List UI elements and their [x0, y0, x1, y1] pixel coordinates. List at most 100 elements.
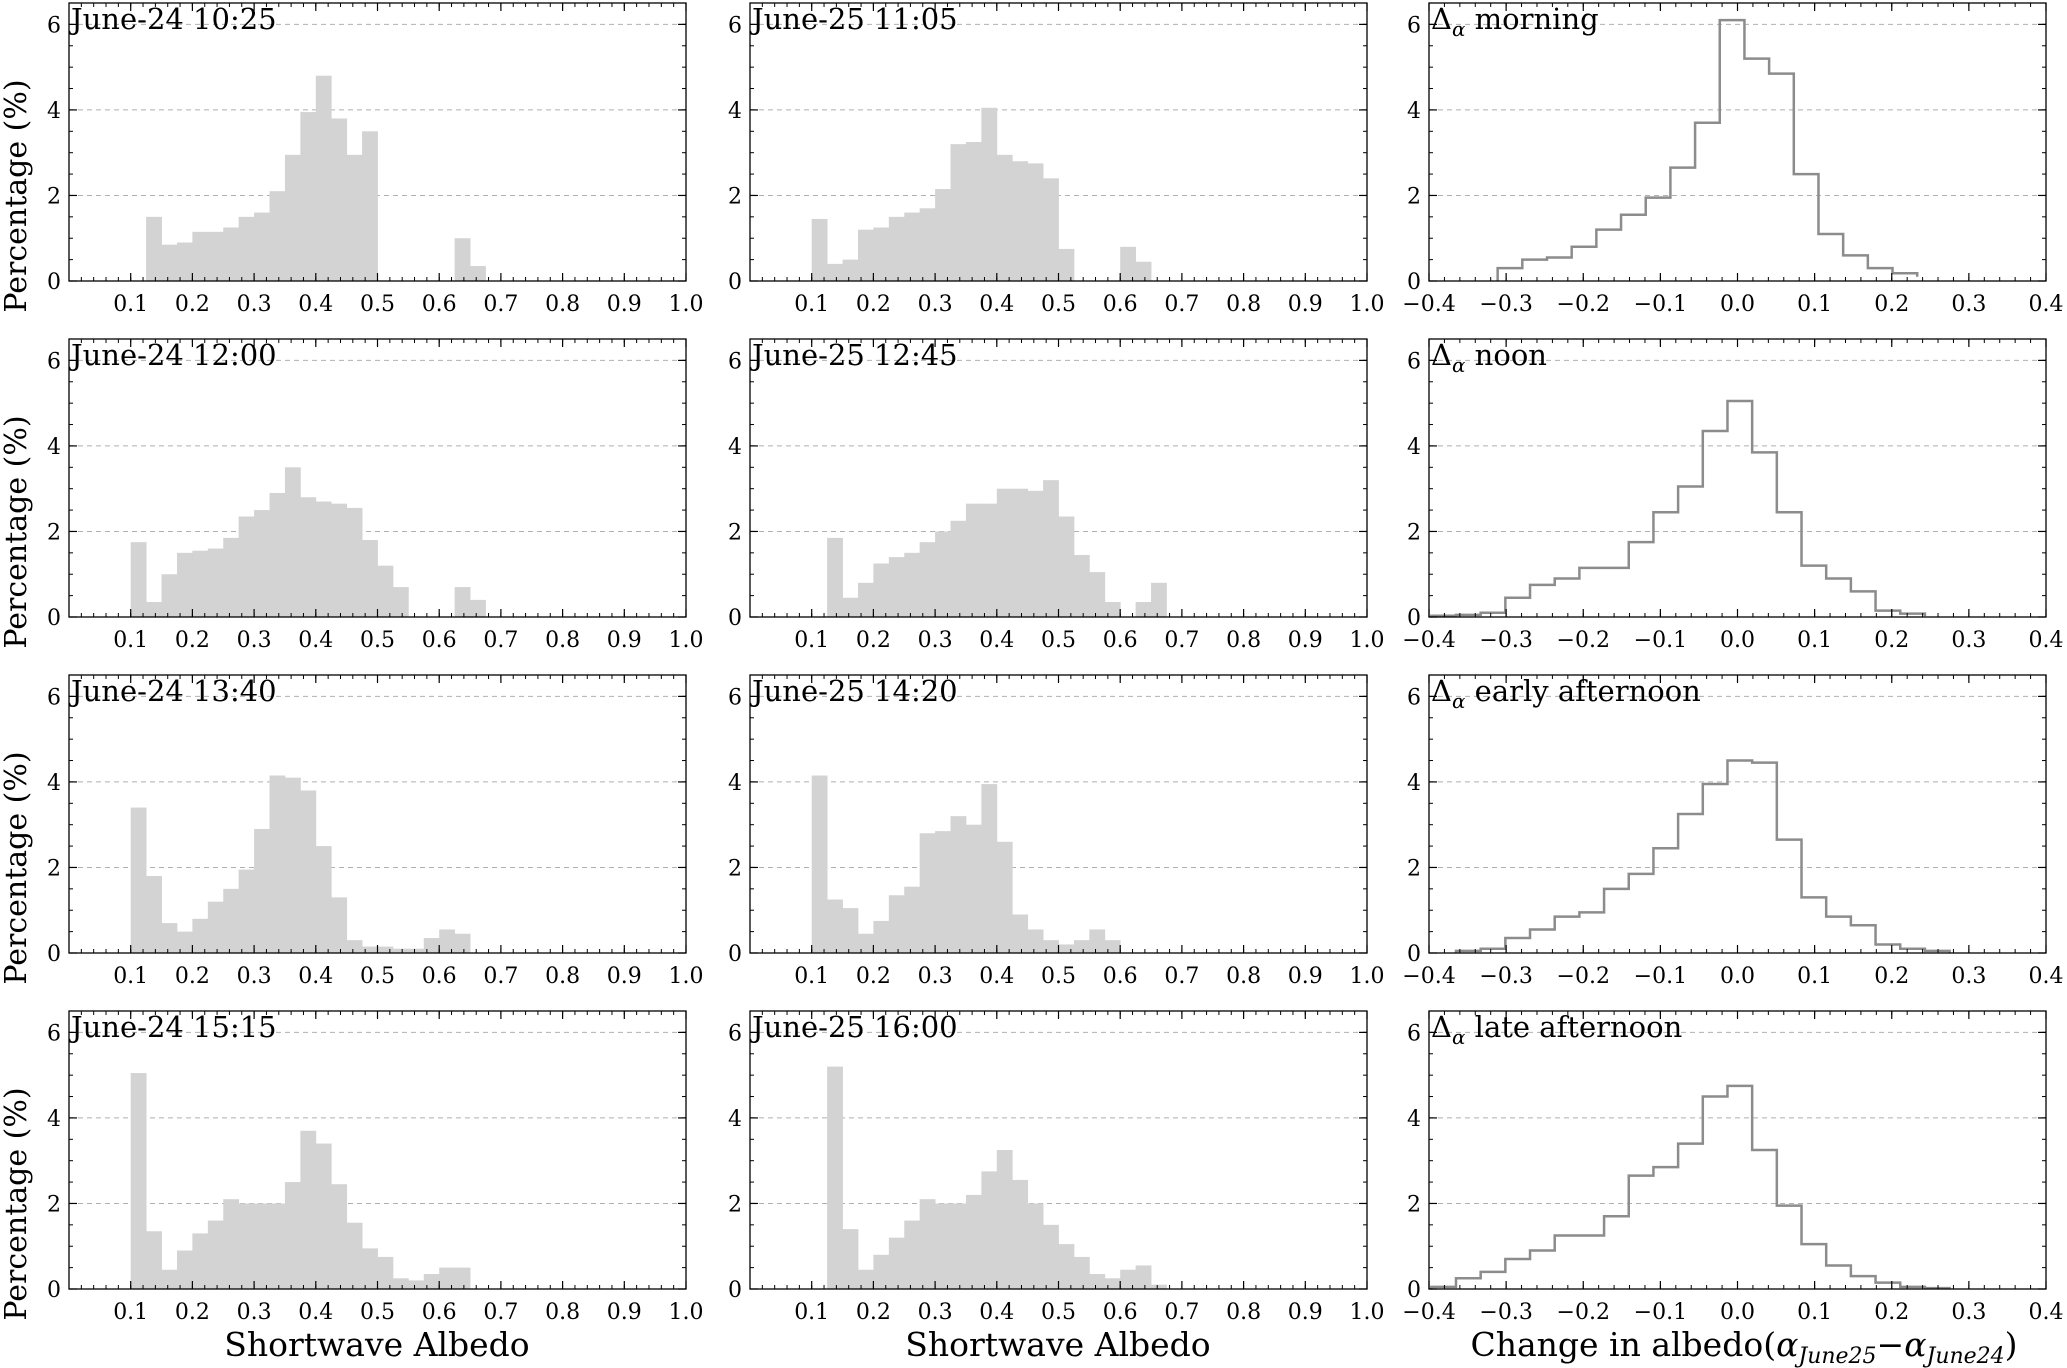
histogram-bar [470, 266, 486, 281]
histogram-bar [377, 946, 394, 953]
histogram-bar [996, 841, 1013, 953]
histogram-bar [362, 131, 378, 281]
x-tick-label: 0.3 [918, 292, 953, 317]
histogram-bar [842, 259, 859, 281]
histogram-bar [346, 940, 363, 953]
histogram-bar [238, 869, 255, 953]
subplot-4-2: 0.1 0.2 0.3 0.4 0.5 0.6 0.7 0.8 0.9 1.0 0 2 4 6 June-2… [728, 1010, 1385, 1325]
delta-subscript: α [1452, 353, 1466, 377]
histogram-bar [981, 784, 998, 953]
histogram-bar [146, 602, 162, 617]
x-axis-label-text: Change in albedo [1470, 1325, 1763, 1364]
histogram-bar [888, 895, 905, 953]
x-tick-label: 0.7 [1164, 292, 1199, 317]
histogram-bar [1027, 1203, 1044, 1289]
y-tick-label: 4 [1407, 1107, 1421, 1132]
histogram-bar [904, 1220, 921, 1289]
histogram-bar [1027, 929, 1044, 953]
histogram-bar [223, 888, 240, 953]
y-tick-label: 4 [47, 99, 61, 124]
histogram-bar [315, 1143, 332, 1289]
histogram-bar [950, 520, 967, 617]
x-tick-label: 0.2 [1874, 964, 1909, 989]
histogram-bar [1135, 1265, 1152, 1289]
histogram-bar [919, 542, 936, 617]
histogram-bar [1135, 261, 1152, 281]
histogram-bar [300, 1130, 317, 1289]
y-tick-label: 4 [1407, 771, 1421, 796]
histogram-bar [1058, 944, 1075, 953]
panel-title: June-24 10:25 [68, 2, 277, 36]
y-tick-label: 0 [728, 270, 742, 295]
y-tick-label: 6 [47, 13, 61, 38]
y-tick-label: 0 [47, 270, 61, 295]
histogram-bar [284, 154, 301, 281]
histogram-bar [996, 1150, 1013, 1289]
histogram-bar [827, 899, 843, 953]
x-tick-label: 0.5 [360, 964, 395, 989]
x-tick-label: 0.4 [2029, 628, 2064, 653]
x-tick-label: 0.9 [607, 292, 642, 317]
y-tick-label: 6 [728, 685, 742, 710]
x-tick-label: 0.6 [422, 1300, 457, 1325]
x-tick-label: 0.5 [1041, 292, 1076, 317]
histogram-bar [269, 1203, 286, 1289]
histogram-bar [284, 467, 301, 617]
x-tick-label: 0.8 [1226, 1300, 1261, 1325]
x-tick-label: 0.1 [113, 628, 148, 653]
x-tick-label: 0.9 [607, 628, 642, 653]
x-tick-label: 0.4 [2029, 1300, 2064, 1325]
step-histogram-line [1430, 1084, 1951, 1290]
histogram-bar [161, 1269, 178, 1289]
histogram-bar [408, 948, 425, 953]
histogram-bar [1104, 940, 1121, 953]
histogram-bar [362, 1248, 378, 1289]
x-axis-label-alpha-2: α [1904, 1325, 1926, 1364]
histogram-bar [904, 212, 921, 281]
histogram-bar [965, 824, 982, 953]
y-tick-label: 6 [47, 685, 61, 710]
step-histogram-line [1454, 759, 1951, 953]
histogram-bar [935, 1203, 951, 1289]
histogram-bar [176, 552, 193, 617]
x-axis-label-alpha-1: α [1776, 1325, 1798, 1364]
x-tick-label: −0.1 [1634, 628, 1687, 653]
histogram-bar [223, 537, 240, 617]
x-tick-label: 0.1 [794, 292, 829, 317]
histogram-bar [904, 552, 921, 617]
histogram-bar [408, 1280, 425, 1289]
x-tick-label: 1.0 [1350, 628, 1385, 653]
histogram-bar [888, 557, 905, 617]
histogram-bar [1151, 582, 1167, 617]
histogram-bar [873, 227, 890, 281]
histogram-bar [1043, 940, 1059, 953]
histogram-bar [1058, 248, 1075, 281]
histogram-bar [146, 876, 162, 953]
x-tick-label: 0.1 [1797, 292, 1832, 317]
x-tick-label: 1.0 [669, 628, 704, 653]
histogram-bar [827, 1066, 843, 1289]
y-tick-label: 4 [47, 1107, 61, 1132]
histogram-bar [392, 1278, 409, 1289]
x-tick-label: −0.3 [1479, 292, 1532, 317]
delta-subscript: α [1452, 1025, 1466, 1049]
x-tick-label: −0.1 [1634, 292, 1687, 317]
histogram-bar [1027, 163, 1044, 281]
histogram-bar [950, 144, 967, 281]
y-tick-label: 0 [47, 1278, 61, 1303]
panel-title-text: noon [1465, 338, 1547, 372]
x-tick-label: −0.2 [1557, 292, 1610, 317]
y-tick-label: 0 [47, 606, 61, 631]
x-tick-label: 1.0 [1350, 964, 1385, 989]
subplot-2-2: 0.1 0.2 0.3 0.4 0.5 0.6 0.7 0.8 0.9 1.0 0 2 4 6 June-2… [728, 338, 1385, 653]
y-tick-label: 4 [728, 435, 742, 460]
histogram-bar [423, 938, 440, 953]
x-tick-label: 0.2 [175, 1300, 210, 1325]
y-tick-label: 6 [728, 1021, 742, 1046]
histogram-bar [315, 501, 332, 617]
histogram-bar [981, 1171, 998, 1289]
